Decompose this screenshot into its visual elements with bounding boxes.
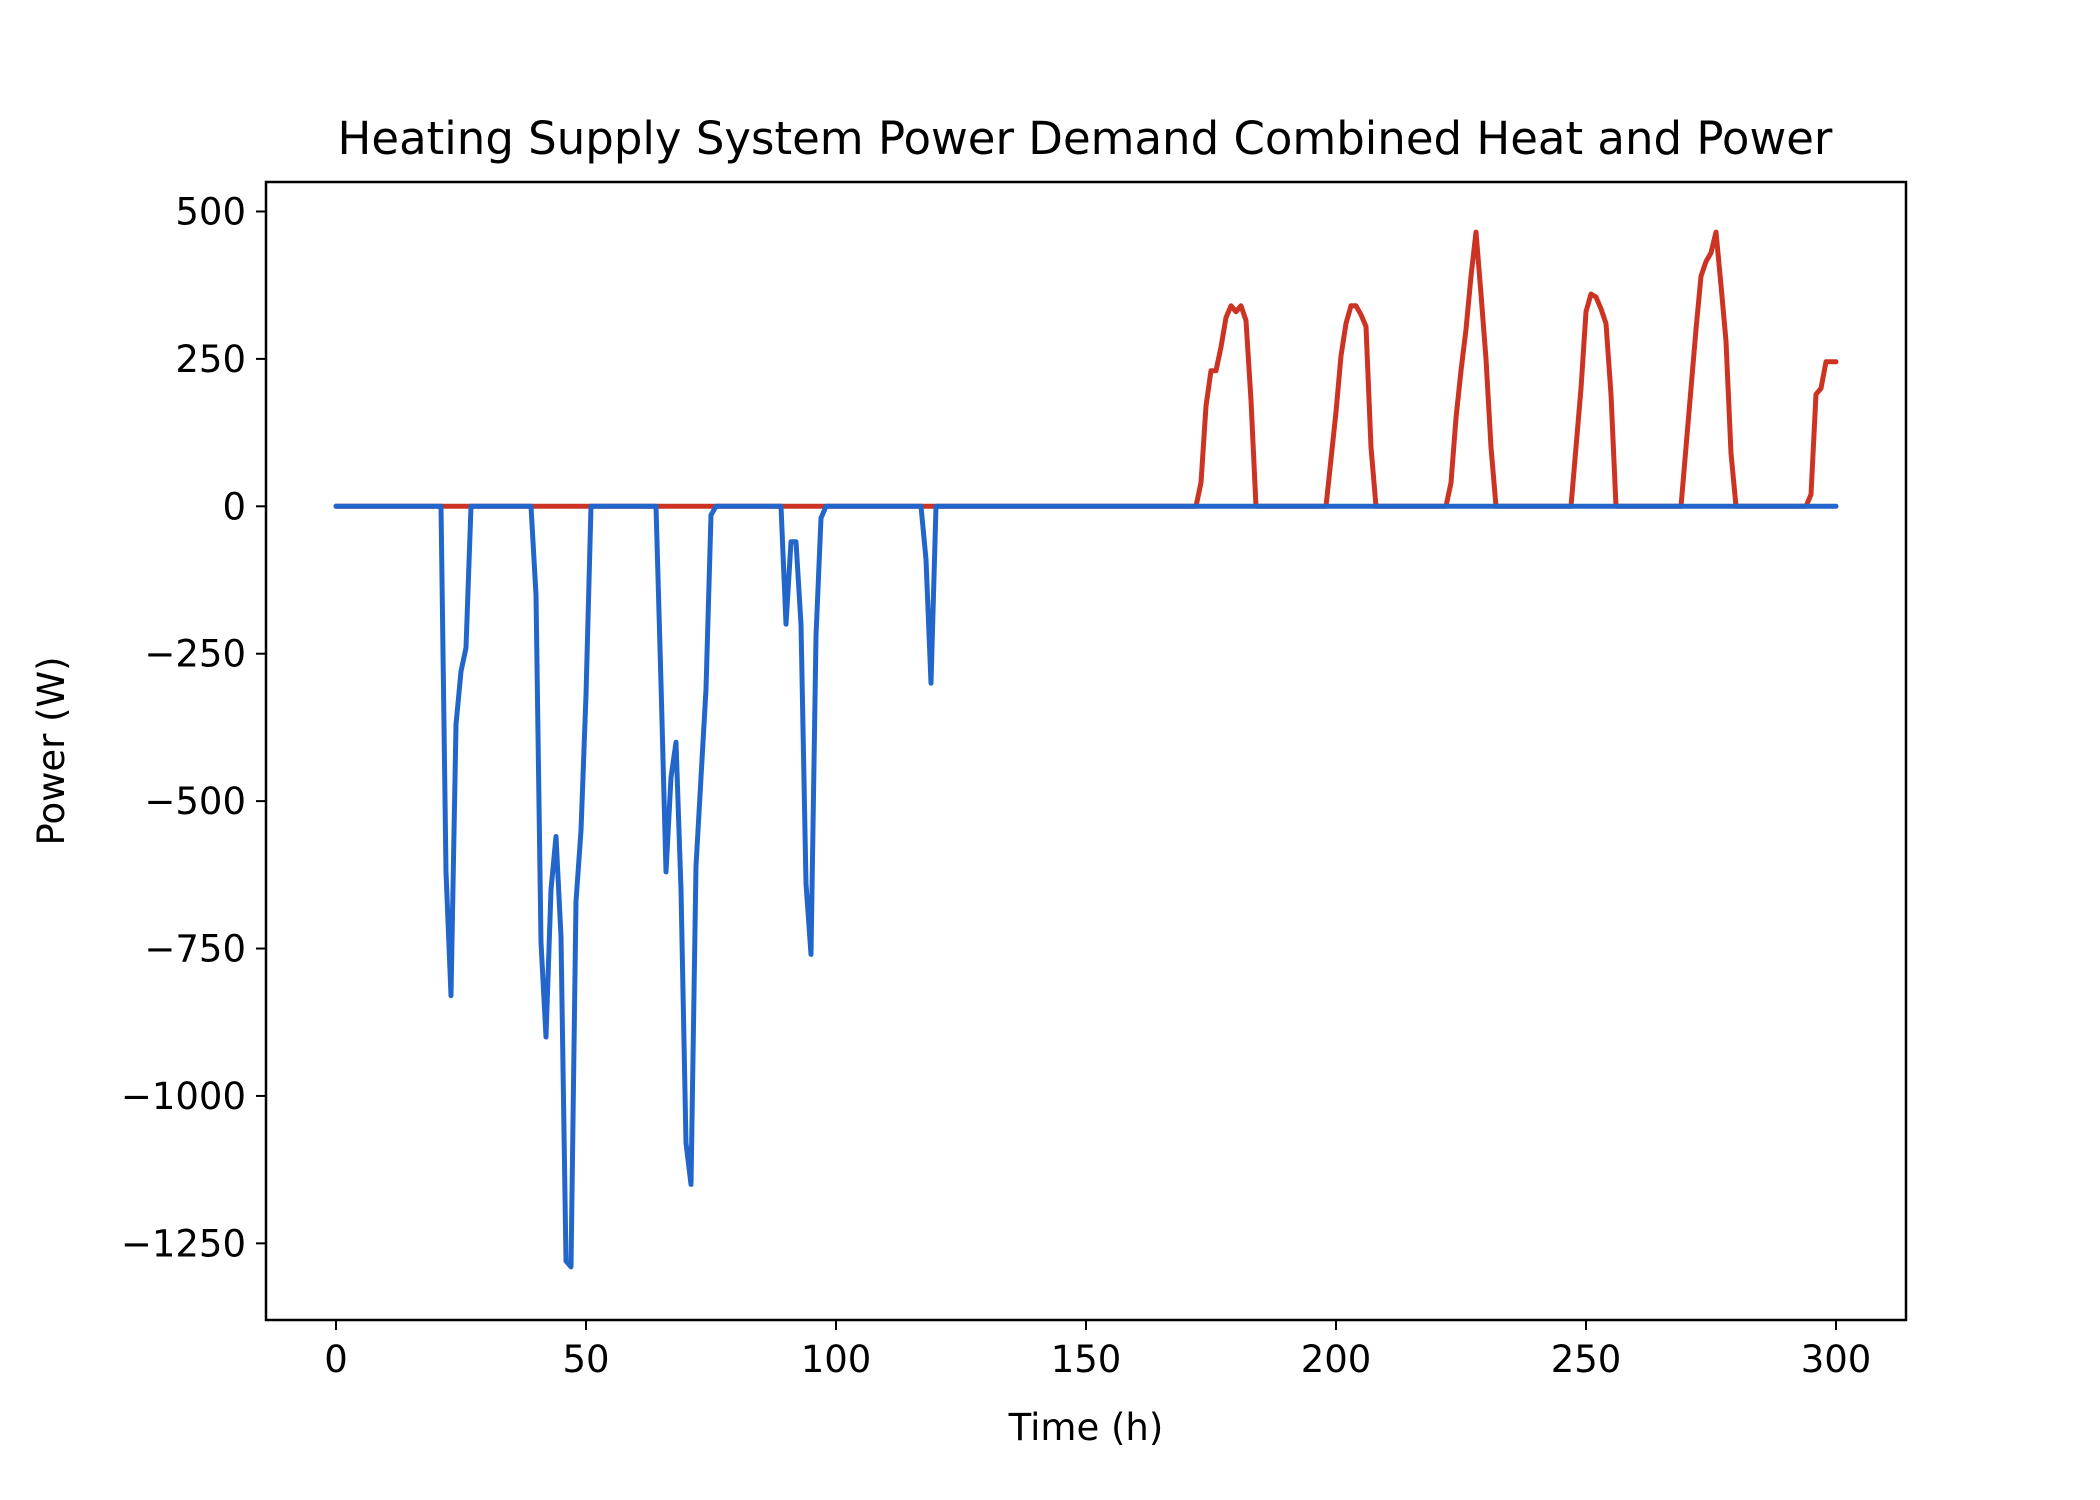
y-tick-label: −1250 xyxy=(121,1222,246,1265)
chart-title: Heating Supply System Power Demand Combi… xyxy=(338,112,1833,165)
x-tick-label: 200 xyxy=(1301,1338,1372,1381)
series-layer xyxy=(333,229,1839,1270)
y-tick-label: −500 xyxy=(144,780,246,823)
x-tick-label: 300 xyxy=(1801,1338,1872,1381)
series-line-2 xyxy=(333,503,1839,1270)
x-axis-label: Time (h) xyxy=(1008,1406,1164,1449)
x-axis: 0 50 100 150 200 250 300 xyxy=(324,1320,1871,1381)
series-line-1 xyxy=(333,229,1839,509)
y-tick-label: −250 xyxy=(144,633,246,676)
x-tick-label: 0 xyxy=(324,1338,348,1381)
x-tick-label: 150 xyxy=(1051,1338,1122,1381)
x-tick-label: 250 xyxy=(1551,1338,1622,1381)
y-tick-label: 250 xyxy=(175,338,246,381)
y-tick-label: 500 xyxy=(175,190,246,233)
y-tick-label: −1000 xyxy=(121,1075,246,1118)
y-axis-label: Power (W) xyxy=(30,656,73,845)
y-axis: 500 250 0 −250 −500 −750 −1000 −1250 xyxy=(121,190,266,1265)
y-tick-label: 0 xyxy=(222,485,246,528)
x-tick-label: 50 xyxy=(562,1338,609,1381)
x-tick-label: 100 xyxy=(801,1338,872,1381)
y-tick-label: −750 xyxy=(144,928,246,971)
